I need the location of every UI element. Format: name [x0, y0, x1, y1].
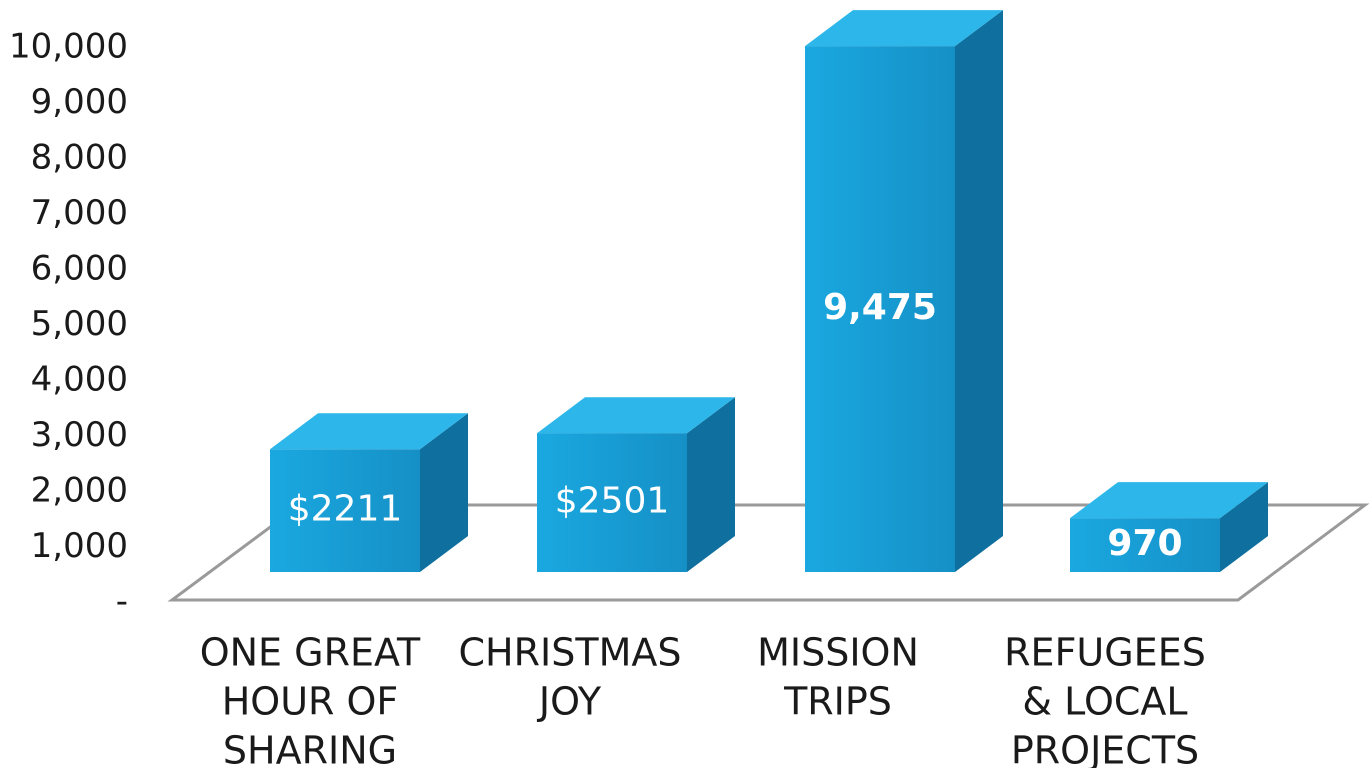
- bar-top: [537, 397, 735, 434]
- bar-front: [270, 449, 420, 572]
- value-label: $2211: [288, 489, 403, 530]
- y-tick-label: 9,000: [31, 82, 128, 122]
- bar-side: [1220, 482, 1268, 572]
- bar: [1070, 482, 1268, 572]
- bar-front: [537, 433, 687, 572]
- y-tick-label: 2,000: [31, 471, 128, 511]
- y-tick-label: 7,000: [31, 193, 128, 233]
- x-tick-label: HOUR OF: [222, 680, 399, 724]
- bar-top: [805, 10, 1003, 47]
- y-tick-label: 3,000: [31, 415, 128, 455]
- bar-side: [420, 413, 468, 572]
- y-tick-label: 8,000: [31, 138, 128, 178]
- x-tick-label: & LOCAL: [1022, 680, 1187, 724]
- bar-top: [1070, 482, 1268, 519]
- x-tick-label: MISSION: [757, 631, 919, 675]
- bar-front: [1070, 518, 1220, 572]
- y-tick-label: 1,000: [31, 526, 128, 566]
- bar-side: [955, 10, 1003, 572]
- value-label: 970: [1107, 523, 1182, 564]
- bar: [805, 10, 1003, 572]
- value-label: 9,475: [823, 287, 937, 328]
- y-tick-label: -: [116, 582, 128, 622]
- x-tick-label: JOY: [537, 680, 602, 724]
- x-tick-label: SHARING: [223, 729, 397, 768]
- y-tick-label: 6,000: [31, 249, 128, 289]
- floor: [167, 503, 1370, 602]
- bar-side: [687, 397, 735, 572]
- x-tick-label: PROJECTS: [1011, 729, 1199, 768]
- y-tick-label: 5,000: [31, 304, 128, 344]
- x-tick-label: TRIPS: [783, 680, 892, 724]
- x-tick-label: REFUGEES: [1004, 631, 1206, 675]
- x-tick-label: CHRISTMAS: [459, 631, 682, 675]
- bar: [270, 413, 468, 572]
- x-tick-label: ONE GREAT: [200, 631, 421, 675]
- bar: [537, 397, 735, 572]
- bar-top: [270, 413, 468, 450]
- y-tick-label: 4,000: [31, 360, 128, 400]
- y-tick-label: 10,000: [9, 27, 128, 67]
- value-label: $2501: [555, 481, 670, 522]
- bar-front: [805, 46, 955, 572]
